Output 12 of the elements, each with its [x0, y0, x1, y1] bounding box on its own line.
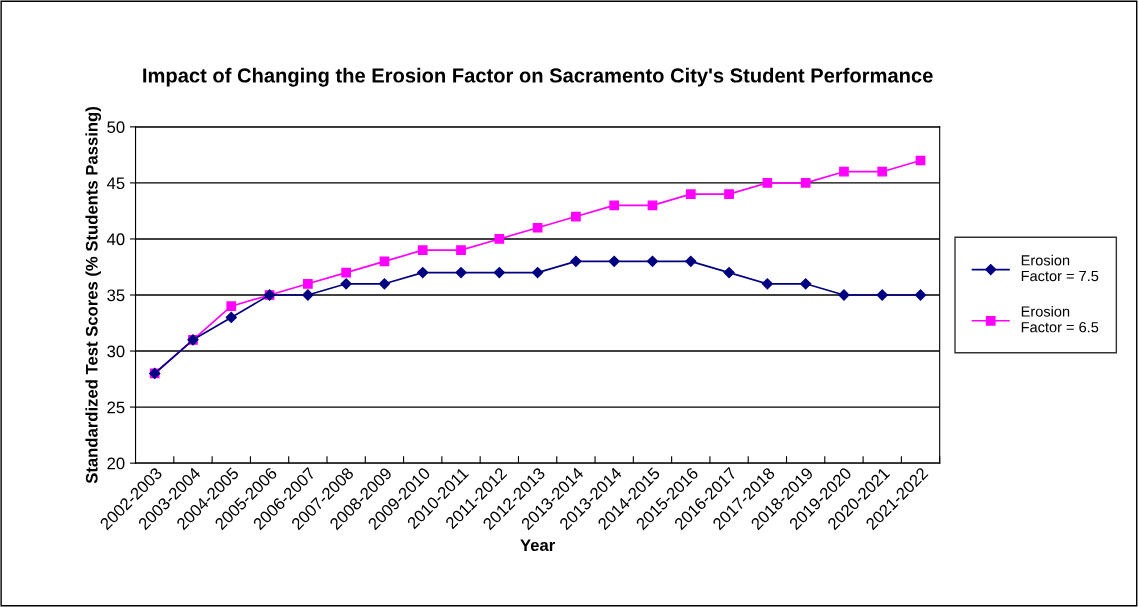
chart-title: Impact of Changing the Erosion Factor on Sacramento City's Student Performance — [143, 67, 933, 87]
y-tick-label: 45 — [106, 177, 125, 190]
x-axis-title: Year — [520, 539, 555, 552]
y-axis-title: Standardized Test Scores (% Students Passing) — [85, 107, 102, 484]
y-tick-label: 30 — [107, 345, 125, 358]
legend-label: Erosion Factor = 7.5 — [1021, 254, 1099, 282]
y-tick-label: 35 — [107, 289, 125, 302]
y-tick-label: 20 — [107, 457, 125, 470]
y-tick-label: 25 — [107, 401, 125, 414]
y-tick-label: 50 — [107, 121, 125, 134]
y-tick-label: 40 — [106, 233, 125, 246]
legend-label: Erosion Factor = 6.5 — [1021, 305, 1099, 333]
